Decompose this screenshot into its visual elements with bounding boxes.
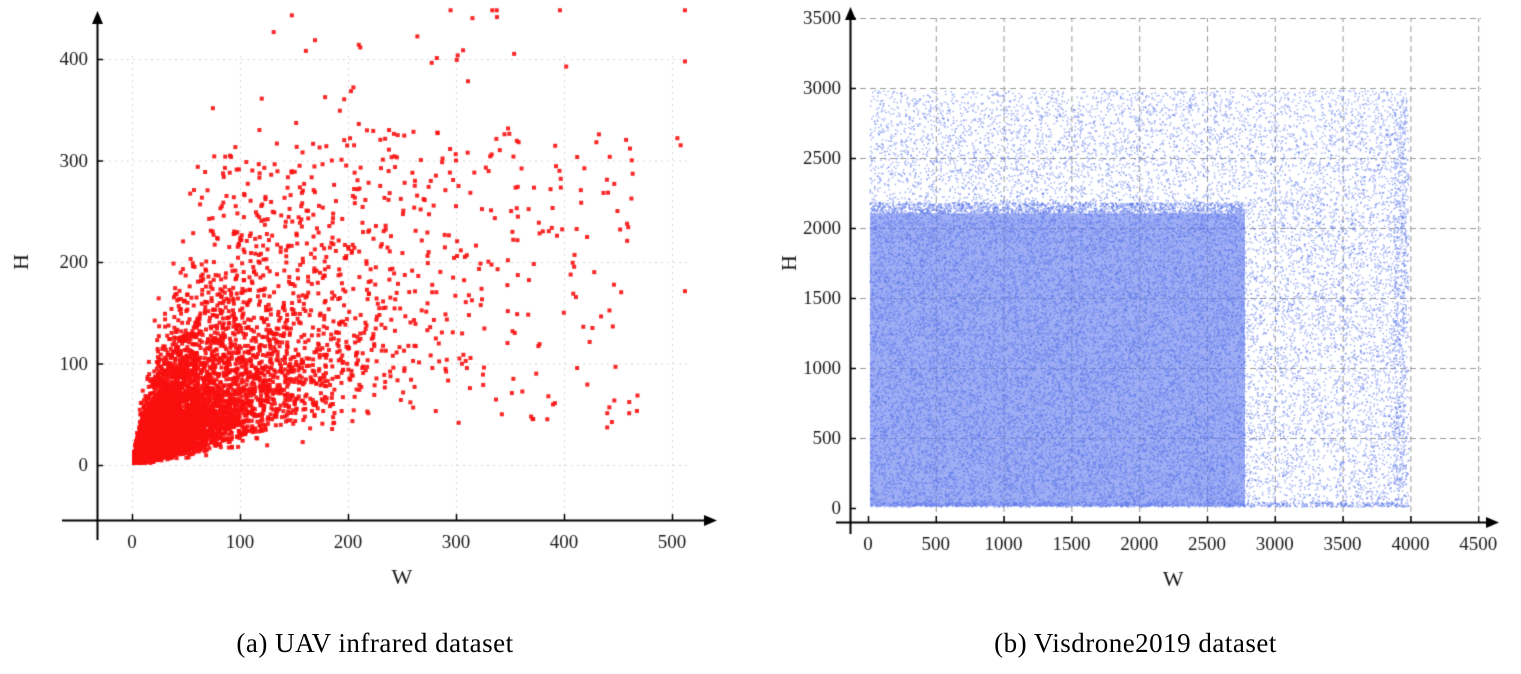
uav-infrared-scatter-chart xyxy=(0,0,750,596)
caption-visdrone2019: (b) Visdrone2019 dataset xyxy=(994,628,1277,658)
panel-visdrone2019: (b) Visdrone2019 dataset xyxy=(750,0,1521,674)
visdrone2019-scatter-chart xyxy=(750,0,1521,596)
caption-uav-infrared: (a) UAV infrared dataset xyxy=(236,628,514,658)
panel-uav-infrared: (a) UAV infrared dataset xyxy=(0,0,750,674)
